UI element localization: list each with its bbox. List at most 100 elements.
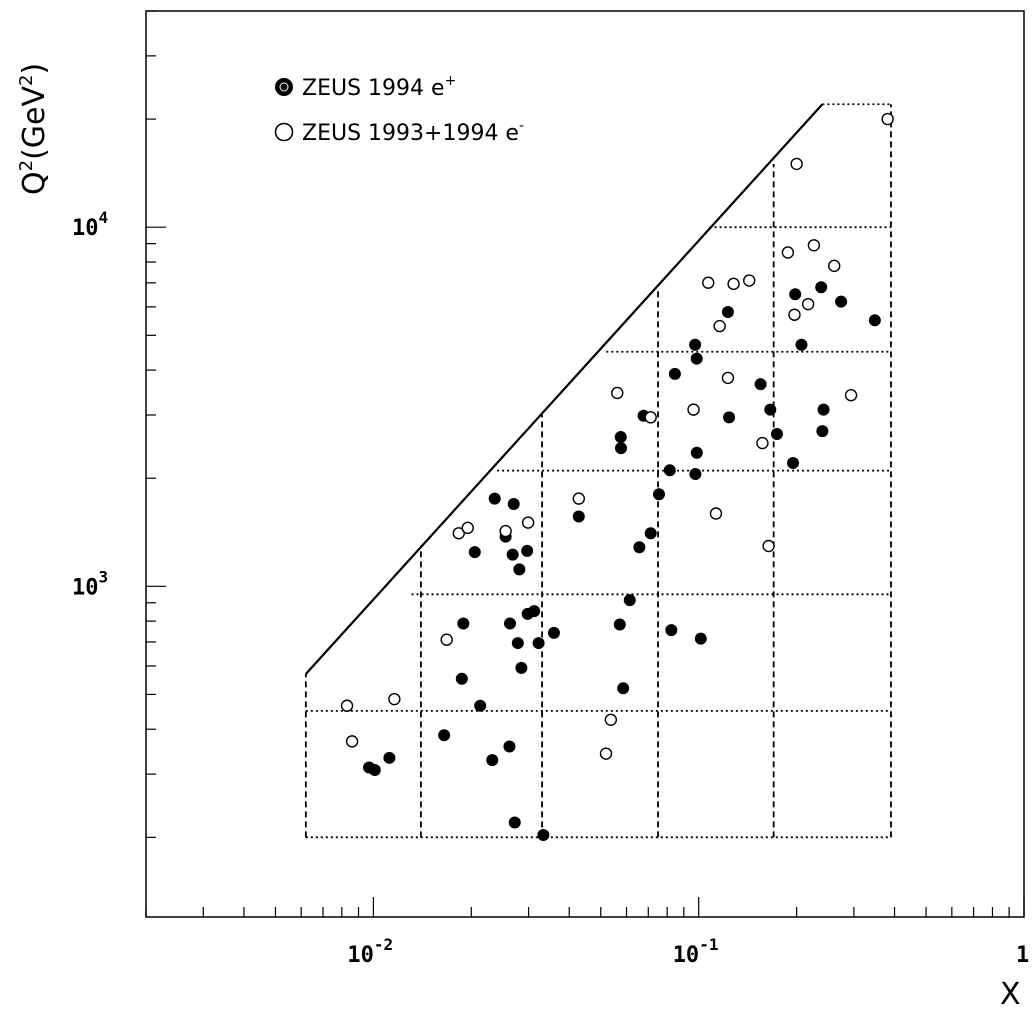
svg-text:ZEUS 1994 e+: ZEUS 1994 e+ bbox=[302, 73, 456, 101]
point-eplus-24 bbox=[547, 626, 560, 639]
point-eplus-19 bbox=[521, 544, 534, 557]
point-eminus-12 bbox=[644, 411, 657, 424]
point-eminus-13 bbox=[687, 403, 700, 416]
point-eplus-52 bbox=[817, 403, 830, 416]
legend-text-open: ZEUS 1993+1994 e bbox=[302, 121, 519, 146]
point-eplus-15 bbox=[508, 816, 521, 829]
x-axis-title: X bbox=[1000, 977, 1021, 1010]
point-eplus-46 bbox=[764, 403, 777, 416]
point-eplus-51 bbox=[815, 281, 828, 294]
point-eminus-6 bbox=[499, 524, 512, 538]
point-eminus-15 bbox=[709, 507, 723, 520]
point-eminus-1 bbox=[345, 735, 359, 748]
point-eplus-47 bbox=[770, 428, 783, 441]
point-eplus-27 bbox=[614, 430, 627, 443]
point-eplus-49 bbox=[789, 288, 802, 301]
point-eplus-41 bbox=[690, 446, 703, 459]
axis-ticks bbox=[145, 10, 1025, 917]
point-eplus-23 bbox=[537, 829, 550, 842]
legend-sup-open: - bbox=[519, 118, 524, 134]
point-eplus-28 bbox=[614, 442, 627, 455]
point-eminus-22 bbox=[781, 246, 795, 259]
point-eminus-27 bbox=[828, 259, 841, 273]
legend-text-filled: ZEUS 1994 e bbox=[302, 76, 445, 101]
point-eplus-34 bbox=[652, 488, 665, 501]
point-eplus-37 bbox=[668, 367, 681, 380]
point-eminus-4 bbox=[452, 527, 465, 540]
point-eplus-53 bbox=[816, 425, 829, 438]
point-eplus-25 bbox=[572, 510, 585, 523]
point-eplus-39 bbox=[689, 467, 702, 480]
point-eminus-16 bbox=[713, 319, 726, 333]
point-eminus-9 bbox=[599, 747, 613, 760]
point-eplus-21 bbox=[528, 605, 541, 618]
x-tick-label-0: 10-2 bbox=[347, 935, 393, 968]
point-eplus-29 bbox=[617, 682, 630, 695]
point-eminus-24 bbox=[790, 157, 803, 171]
x-tick-label-1: 10-1 bbox=[673, 935, 719, 968]
point-eplus-35 bbox=[663, 464, 676, 477]
legend-sup-filled: + bbox=[445, 73, 457, 89]
x-tick-label-2: 1 bbox=[1016, 943, 1029, 968]
point-eplus-55 bbox=[868, 314, 881, 327]
svg-text:ZEUS 1993+1994 e-: ZEUS 1993+1994 e- bbox=[302, 118, 524, 146]
point-eminus-25 bbox=[801, 297, 815, 311]
point-eplus-6 bbox=[468, 546, 481, 559]
point-eplus-50 bbox=[795, 338, 808, 351]
point-eplus-16 bbox=[511, 637, 524, 650]
point-eminus-5 bbox=[461, 521, 474, 535]
point-eminus-23 bbox=[788, 308, 801, 321]
y-tick-label-1: 104 bbox=[72, 208, 108, 241]
point-eplus-42 bbox=[694, 632, 707, 645]
point-eplus-44 bbox=[723, 411, 736, 424]
tick-labels: 10-2 10-1 1 103 104 bbox=[72, 208, 1029, 968]
point-eminus-29 bbox=[881, 112, 894, 126]
y-axis-title-sup: 2 bbox=[16, 160, 37, 171]
point-eplus-40 bbox=[690, 352, 703, 365]
point-eminus-28 bbox=[844, 389, 858, 402]
point-eplus-1 bbox=[368, 763, 381, 776]
point-eminus-8 bbox=[572, 492, 585, 505]
point-eplus-5 bbox=[457, 617, 470, 630]
legend: ZEUS 1994 e+ ZEUS 1993+1994 e- bbox=[274, 73, 524, 146]
point-eplus-3 bbox=[438, 729, 451, 742]
point-eplus-22 bbox=[532, 637, 545, 650]
point-eminus-10 bbox=[604, 713, 618, 726]
point-eminus-20 bbox=[756, 436, 769, 450]
point-eminus-3 bbox=[440, 633, 453, 646]
y-axis-title-symbol: Q bbox=[17, 171, 52, 195]
legend-entry-filled: ZEUS 1994 e+ bbox=[275, 73, 456, 101]
point-eplus-33 bbox=[644, 527, 657, 540]
point-eminus-21 bbox=[762, 539, 775, 553]
y-axis-title: Q2(GeV2) bbox=[16, 63, 52, 195]
point-eplus-14 bbox=[507, 498, 520, 511]
point-eplus-9 bbox=[488, 492, 501, 505]
point-eminus-2 bbox=[388, 692, 401, 706]
point-eminus-7 bbox=[521, 516, 535, 529]
point-eplus-36 bbox=[665, 624, 678, 637]
point-eplus-48 bbox=[787, 456, 800, 469]
point-eplus-8 bbox=[486, 754, 499, 767]
point-eplus-12 bbox=[503, 617, 516, 630]
point-eminus-17 bbox=[721, 371, 735, 385]
point-eminus-14 bbox=[702, 276, 715, 289]
point-eplus-38 bbox=[689, 338, 702, 351]
point-eplus-2 bbox=[383, 751, 396, 764]
point-eminus-11 bbox=[611, 386, 624, 400]
y-tick-label-0: 103 bbox=[72, 567, 108, 600]
legend-marker-filled bbox=[275, 78, 293, 96]
point-eplus-30 bbox=[623, 594, 636, 607]
bin-grid bbox=[304, 103, 892, 839]
point-eminus-26 bbox=[807, 239, 821, 252]
point-eplus-13 bbox=[506, 548, 519, 561]
legend-entry-open: ZEUS 1993+1994 e- bbox=[274, 118, 524, 146]
point-eminus-18 bbox=[727, 277, 740, 291]
point-eplus-17 bbox=[513, 563, 526, 576]
point-eplus-18 bbox=[515, 661, 528, 674]
point-eplus-11 bbox=[503, 740, 516, 753]
point-eminus-0 bbox=[340, 699, 354, 712]
point-eplus-54 bbox=[835, 295, 848, 308]
y-axis-title-unit: GeV bbox=[17, 85, 52, 148]
point-eplus-31 bbox=[633, 541, 646, 554]
